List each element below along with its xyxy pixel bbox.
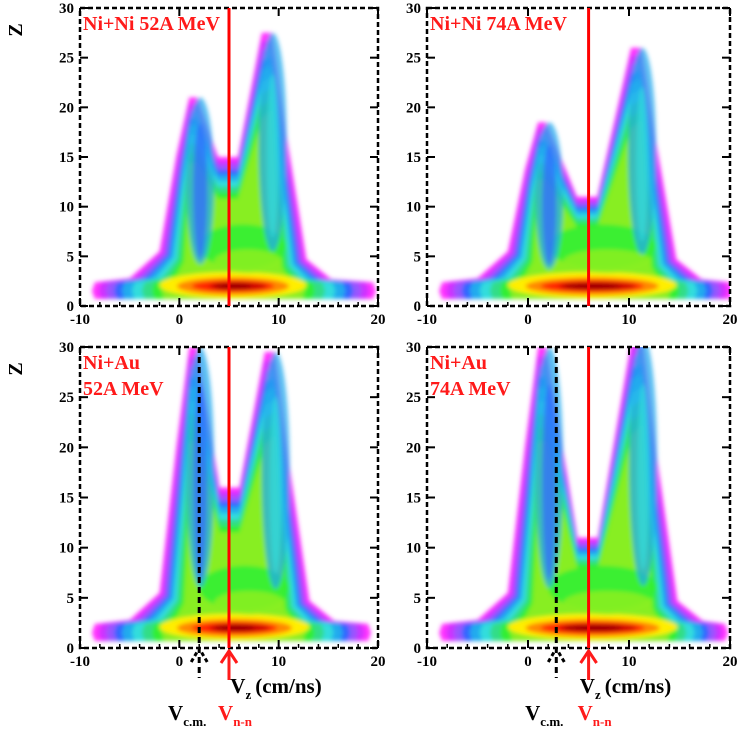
density-map xyxy=(91,32,377,300)
density-map xyxy=(439,347,728,641)
y-tick-label: 0 xyxy=(67,299,75,315)
v-nn-arrowhead xyxy=(219,648,239,664)
y-tick-label: 5 xyxy=(414,591,422,607)
y-axis-label: Z xyxy=(5,362,27,375)
panel-title: Ni+Au xyxy=(83,352,140,374)
x-tick-label: -10 xyxy=(70,312,90,328)
density-map xyxy=(91,347,372,641)
y-tick-label: 20 xyxy=(59,440,74,456)
y-tick-label: 15 xyxy=(59,150,74,166)
y-tick-label: 15 xyxy=(406,491,421,507)
x-axis-label: Vz (cm/ns) xyxy=(580,674,671,702)
v-nn-label: Vn-n xyxy=(578,701,613,729)
v-cm-arrow xyxy=(546,649,557,663)
x-tick-label: 20 xyxy=(371,654,386,670)
x-tick-label: 20 xyxy=(723,654,738,670)
panel-title: Ni+Ni 74A MeV xyxy=(430,13,567,35)
x-tick-label: 10 xyxy=(271,654,286,670)
x-tick-label: 0 xyxy=(524,654,532,670)
y-tick-label: 20 xyxy=(406,100,421,116)
x-tick-label: 20 xyxy=(371,312,386,328)
v-cm-label: Vc.m. xyxy=(168,701,206,729)
y-tick-label: 0 xyxy=(414,641,422,657)
x-tick-label: 10 xyxy=(622,312,637,328)
v-cm-arrow xyxy=(555,649,566,663)
x-tick-label: -10 xyxy=(70,654,90,670)
y-tick-label: 25 xyxy=(406,51,421,67)
x-tick-label: -10 xyxy=(417,654,437,670)
panel-title: Ni+Ni 52A MeV xyxy=(83,13,220,35)
y-tick-label: 10 xyxy=(406,200,421,216)
y-tick-label: 10 xyxy=(406,541,421,557)
y-tick-label: 5 xyxy=(414,249,422,265)
x-tick-label: 0 xyxy=(176,654,184,670)
v-cm-arrow xyxy=(189,649,200,663)
v-cm-arrow xyxy=(198,649,209,663)
panel-title: 52A MeV xyxy=(83,378,164,400)
panel-title: Ni+Au xyxy=(430,352,487,374)
y-tick-label: 15 xyxy=(59,491,74,507)
density-map xyxy=(439,47,730,300)
y-tick-label: 25 xyxy=(59,390,74,406)
y-tick-label: 15 xyxy=(406,150,421,166)
x-tick-label: 0 xyxy=(524,312,532,328)
x-tick-label: 10 xyxy=(271,312,286,328)
v-nn-arrowhead xyxy=(579,648,598,664)
y-tick-label: 30 xyxy=(406,1,421,17)
panel-title: 74A MeV xyxy=(430,378,511,400)
y-tick-label: 5 xyxy=(67,249,75,265)
x-tick-label: 0 xyxy=(176,312,184,328)
y-tick-label: 20 xyxy=(406,440,421,456)
y-tick-label: 25 xyxy=(406,390,421,406)
y-tick-label: 0 xyxy=(67,641,75,657)
x-tick-label: 20 xyxy=(723,312,738,328)
y-tick-label: 30 xyxy=(59,1,74,17)
x-tick-label: 10 xyxy=(622,654,637,670)
y-tick-label: 25 xyxy=(59,51,74,67)
v-cm-label: Vc.m. xyxy=(525,701,563,729)
y-tick-label: 10 xyxy=(59,541,74,557)
y-tick-label: 10 xyxy=(59,200,74,216)
y-tick-label: 20 xyxy=(59,100,74,116)
y-tick-label: 30 xyxy=(406,340,421,356)
x-tick-label: -10 xyxy=(417,312,437,328)
y-tick-label: 5 xyxy=(67,591,75,607)
v-nn-label: Vn-n xyxy=(218,701,253,729)
y-axis-label: Z xyxy=(5,23,27,36)
x-axis-label: Vz (cm/ns) xyxy=(230,674,321,702)
y-tick-label: 0 xyxy=(414,299,422,315)
y-tick-label: 30 xyxy=(59,340,74,356)
